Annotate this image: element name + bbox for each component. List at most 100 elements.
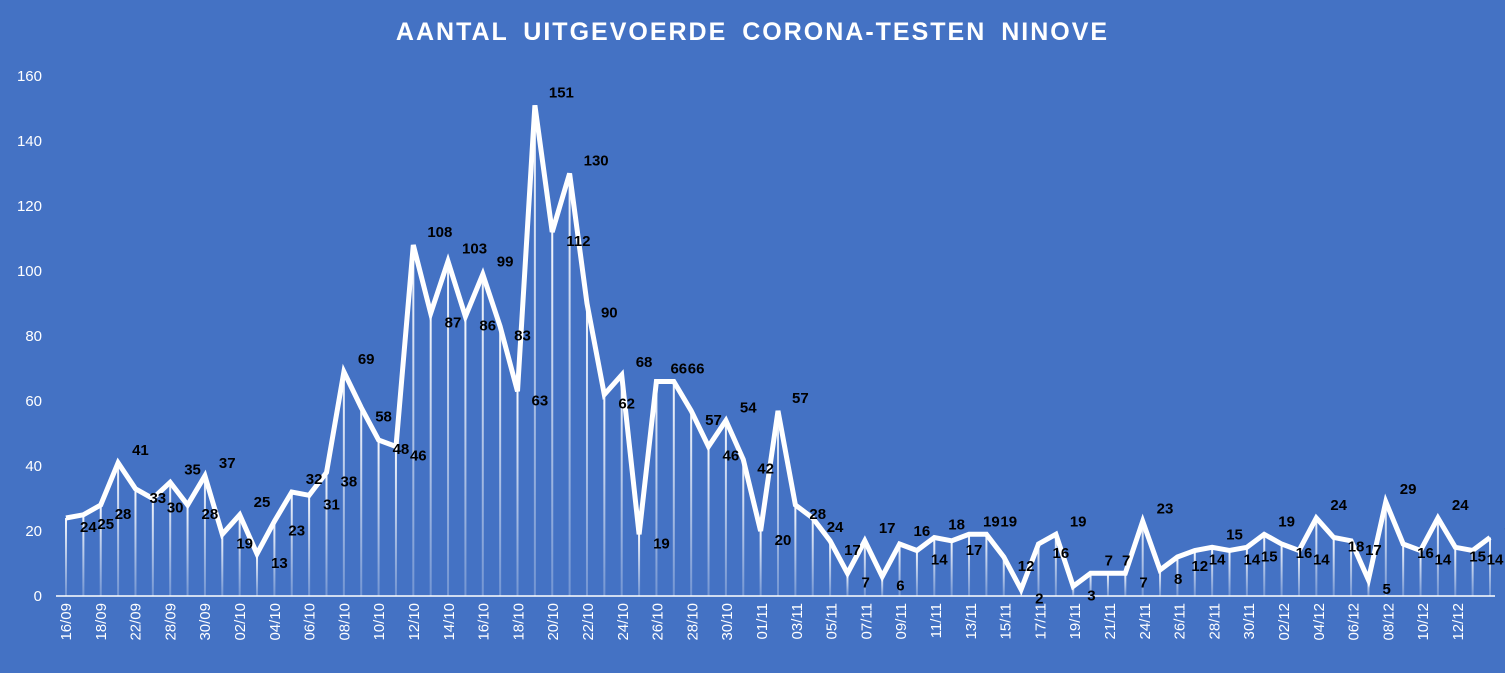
drop-line: [1280, 544, 1283, 596]
x-tick-label: 02/10: [232, 603, 249, 641]
drop-line: [117, 462, 120, 596]
data-label: 2: [1035, 591, 1043, 608]
x-tick-label: 28/11: [1206, 603, 1223, 639]
drop-line: [1367, 579, 1370, 596]
drop-line: [1297, 550, 1300, 596]
drop-line: [968, 534, 971, 596]
data-label: 6: [896, 578, 904, 595]
drop-line: [1350, 540, 1353, 596]
data-label: 23: [1157, 500, 1174, 517]
data-label: 32: [306, 471, 323, 488]
drop-line: [99, 505, 102, 596]
data-label: 30: [167, 500, 184, 517]
x-tick-label: 13/11: [963, 603, 980, 639]
x-tick-label: 16/10: [476, 603, 493, 641]
drop-line: [985, 534, 988, 596]
x-tick-label: 11/11: [928, 603, 945, 638]
data-label: 16: [1296, 545, 1313, 562]
data-label: 99: [497, 253, 514, 270]
drop-line: [360, 407, 363, 596]
data-label: 15: [1469, 548, 1486, 565]
drop-line: [672, 381, 675, 596]
x-tick-label: 30/10: [719, 603, 736, 641]
drop-line: [1471, 550, 1474, 596]
data-label: 24: [80, 519, 97, 536]
drop-line: [898, 544, 901, 596]
data-label: 5: [1382, 581, 1390, 598]
drop-line: [1263, 534, 1266, 596]
y-tick-label: 160: [17, 68, 42, 85]
data-label: 28: [809, 506, 826, 523]
drop-line: [238, 514, 241, 596]
y-tick-label: 140: [17, 133, 42, 150]
y-axis: 0 20 40 60 80 100 120 140 160: [17, 68, 42, 605]
drop-line: [950, 540, 953, 596]
drop-line: [290, 492, 293, 596]
data-label: 19: [983, 513, 1000, 530]
data-label: 19: [236, 535, 253, 552]
data-label: 151: [549, 84, 574, 101]
data-label: 12: [1191, 558, 1208, 575]
data-label: 14: [1313, 552, 1330, 569]
data-label: 108: [427, 224, 452, 241]
drop-line: [742, 459, 745, 596]
data-label: 57: [792, 390, 809, 407]
data-label: 14: [931, 552, 948, 569]
x-tick-label: 18/09: [93, 603, 110, 641]
drop-line: [863, 540, 866, 596]
x-tick-label: 30/09: [197, 603, 214, 641]
data-label: 130: [584, 153, 609, 170]
x-tick-label: 15/11: [998, 603, 1015, 639]
series-line-path: [65, 104, 1492, 596]
x-tick-label: 03/11: [789, 603, 806, 639]
x-tick-label: 17/11: [1032, 603, 1049, 639]
data-label: 14: [1209, 552, 1226, 569]
data-label: 14: [1435, 552, 1452, 569]
drop-line: [829, 540, 832, 596]
chart-title: AANTAL UITGEVOERDE CORONA-TESTEN NINOVE: [395, 18, 1110, 46]
x-tick-label: 22/10: [580, 603, 597, 641]
x-tick-label: 10/12: [1415, 603, 1432, 641]
data-label: 25: [97, 516, 114, 533]
data-label: 17: [1365, 542, 1382, 559]
drop-line: [1436, 518, 1439, 596]
y-tick-label: 0: [34, 588, 42, 605]
data-label: 7: [1139, 574, 1147, 591]
y-tick-label: 120: [17, 198, 42, 215]
drop-line: [429, 313, 432, 596]
drop-line: [481, 274, 484, 596]
x-tick-label: 30/11: [1241, 603, 1258, 639]
data-label: 112: [566, 233, 590, 250]
drop-line: [881, 576, 884, 596]
x-tick-label: 08/12: [1380, 603, 1397, 641]
x-tick-label: 18/10: [510, 603, 527, 641]
data-label: 20: [775, 532, 792, 549]
x-tick-label: 08/10: [336, 603, 353, 641]
x-tick-label: 22/09: [128, 603, 145, 641]
drop-line: [1489, 537, 1491, 596]
data-label: 15: [1226, 526, 1243, 543]
drop-line: [724, 420, 727, 596]
x-tick-label: 01/11: [754, 603, 771, 639]
drop-line: [585, 303, 588, 596]
drop-line: [1106, 573, 1109, 596]
data-label: 19: [1278, 513, 1295, 530]
data-label: 7: [1122, 552, 1130, 569]
drop-line: [603, 394, 606, 596]
data-label: 19: [1070, 513, 1087, 530]
data-label: 19: [653, 535, 670, 552]
x-tick-label: 26/10: [650, 603, 667, 641]
data-label: 62: [618, 396, 635, 413]
data-label: 31: [323, 496, 340, 513]
drop-line: [1245, 547, 1248, 596]
drop-line: [394, 446, 397, 596]
data-label: 18: [1348, 539, 1365, 556]
x-tick-label: 24/10: [615, 603, 632, 641]
data-label: 15: [1261, 548, 1278, 565]
data-label: 63: [532, 392, 549, 409]
x-tick-label: 07/11: [858, 603, 875, 639]
drop-line: [568, 173, 571, 596]
x-tick-label: 06/10: [302, 603, 319, 641]
drop-line: [169, 482, 172, 596]
